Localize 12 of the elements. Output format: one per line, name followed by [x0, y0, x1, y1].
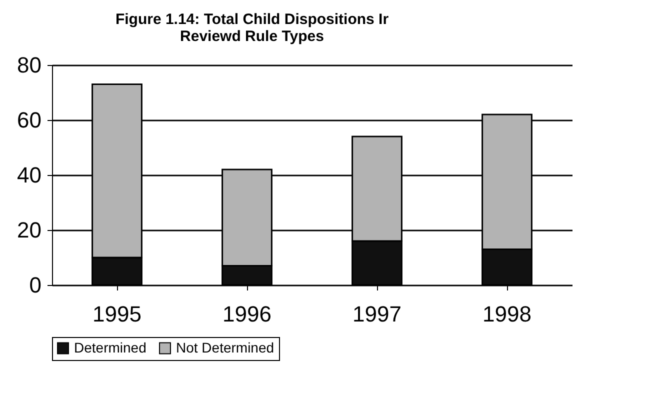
x-tick-label: 1997	[352, 302, 402, 326]
y-tick-label: 20	[17, 218, 42, 242]
legend-label: Determined	[74, 339, 146, 356]
y-tick-label: 0	[29, 272, 42, 298]
y-tick-label: 80	[17, 52, 42, 78]
y-tick-label: 60	[17, 108, 42, 132]
x-tick-label: 1996	[222, 302, 272, 326]
x-tick-label: 1995	[92, 302, 142, 326]
x-tick-label: 1998	[482, 302, 532, 326]
y-tick-label: 40	[17, 162, 42, 188]
chart-title: Figure 1.14: Total Child Dispositions Ir Reviewd Rule Types	[115, 11, 389, 45]
legend-label: Not Determined	[176, 339, 274, 356]
